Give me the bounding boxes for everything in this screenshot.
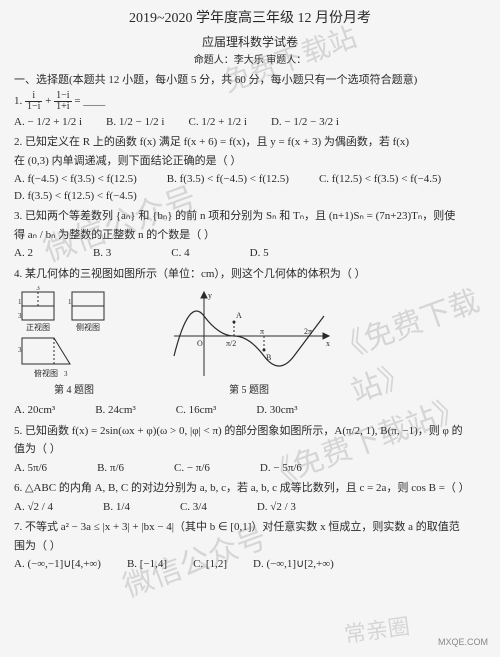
q3-line2: 得 aₙ / bₙ 为整数的正整数 n 的个数是（ ） (14, 227, 486, 244)
svg-text:x: x (326, 339, 330, 348)
three-view-diagram: 正视图 侧视图 俯视图 1 3 3 1 3 3 (14, 286, 134, 381)
svg-text:π/2: π/2 (226, 339, 236, 348)
author-line: 命题人：李大乐 审题人： (14, 53, 486, 68)
q2-options: A. f(−4.5) < f(3.5) < f(12.5) B. f(3.5) … (14, 171, 486, 204)
q3-line1: 3. 已知两个等差数列 {aₙ} 和 {bₙ} 的前 n 项和分别为 Sₙ 和 … (14, 208, 486, 225)
sine-graph: O y x A B π/2 π 2π (164, 286, 334, 381)
opt-a: A. − 1/2 + 1/2 i (14, 114, 82, 131)
opt-b: B. 3 (93, 245, 111, 262)
exam-subtitle: 应届理科数学试卷 (14, 33, 486, 51)
opt-d: D. 30cm³ (256, 402, 297, 419)
svg-text:2π: 2π (304, 327, 312, 336)
q1-num: 1. (14, 95, 25, 107)
opt-a: A. f(−4.5) < f(3.5) < f(12.5) (14, 171, 137, 188)
front-view-label: 正视图 (26, 322, 50, 332)
fig5-block: O y x A B π/2 π 2π 第 5 题图 (164, 286, 334, 398)
opt-a: A. 20cm³ (14, 402, 55, 419)
opt-b: B. π/6 (97, 460, 124, 477)
opt-a: A. (−∞,−1]∪[4,+∞) (14, 556, 101, 573)
opt-a: A. √2 / 4 (14, 499, 53, 516)
frac-icon: i1−i (25, 91, 42, 112)
opt-c: C. 4 (171, 245, 189, 262)
q1-stem: 1. i1−i + 1−i1+i = ____ (14, 91, 486, 112)
q5-options: A. 5π/6 B. π/6 C. − π/6 D. − 5π/6 (14, 460, 486, 477)
exam-title: 2019~2020 学年度高三年级 12 月份月考 (14, 8, 486, 29)
svg-text:A: A (236, 311, 242, 320)
opt-b: B. 1/2 − 1/2 i (106, 114, 164, 131)
opt-c: C. − π/6 (174, 460, 210, 477)
site-logo: MXQE.COM (438, 636, 488, 650)
opt-c: C. 3/4 (180, 499, 207, 516)
opt-c: C. 1/2 + 1/2 i (189, 114, 247, 131)
q4-stem: 4. 某几何体的三视图如图所示（单位：cm），则这个几何体的体积为（ ） (14, 266, 486, 283)
q2-line2: 在 (0,3) 内单调递减，则下面结论正确的是（ ） (14, 153, 486, 170)
opt-b: B. [−1,4] (127, 556, 167, 573)
origin-label: O (197, 339, 203, 348)
section-head: 一、选择题(本题共 12 小题，每小题 5 分，共 60 分，每小题只有一个选项… (14, 72, 486, 89)
q7-line1: 7. 不等式 a² − 3a ≤ |x + 3| + |bx − 4|（其中 b… (14, 519, 486, 536)
svg-text:1: 1 (18, 298, 22, 306)
q7-line2: 围为（ ） (14, 538, 486, 555)
fig4-block: 正视图 侧视图 俯视图 1 3 3 1 3 3 第 4 题图 (14, 286, 134, 398)
opt-d: D. 5 (250, 245, 269, 262)
top-view-label: 俯视图 (34, 368, 58, 378)
svg-text:3: 3 (18, 312, 22, 320)
svg-text:1: 1 (68, 298, 72, 306)
q3-options: A. 2 B. 3 C. 4 D. 5 (14, 245, 486, 262)
fig4-caption: 第 4 题图 (54, 383, 94, 398)
opt-d: D. − 5π/6 (260, 460, 302, 477)
q4-options: A. 20cm³ B. 24cm³ C. 16cm³ D. 30cm³ (14, 402, 486, 419)
opt-d: D. f(3.5) < f(12.5) < f(−4.5) (14, 188, 137, 205)
opt-c: C. 16cm³ (176, 402, 217, 419)
svg-text:B: B (266, 353, 271, 362)
svg-text:3: 3 (18, 346, 22, 354)
opt-b: B. f(3.5) < f(−4.5) < f(12.5) (167, 171, 289, 188)
q7-options: A. (−∞,−1]∪[4,+∞) B. [−1,4] C. [1,2] D. … (14, 556, 486, 573)
watermark: 常亲圈 (342, 610, 412, 652)
q2-line1: 2. 已知定义在 R 上的函数 f(x) 满足 f(x + 6) = f(x)，… (14, 134, 486, 151)
opt-c: C. f(12.5) < f(3.5) < f(−4.5) (319, 171, 441, 188)
svg-text:3: 3 (36, 286, 40, 292)
frac-icon: 1−i1+i (54, 91, 71, 112)
q6-line1: 6. △ABC 的内角 A, B, C 的对边分别为 a, b, c，若 a, … (14, 480, 486, 497)
figure-row: 正视图 侧视图 俯视图 1 3 3 1 3 3 第 4 题图 (14, 286, 486, 398)
q1-blank: = ____ (74, 95, 105, 107)
opt-d: D. (−∞,1]∪[2,+∞) (253, 556, 334, 573)
opt-d: D. √2 / 3 (257, 499, 296, 516)
svg-text:y: y (208, 291, 212, 300)
svg-text:π: π (260, 327, 264, 336)
opt-d: D. − 1/2 − 3/2 i (271, 114, 339, 131)
opt-b: B. 1/4 (103, 499, 130, 516)
svg-text:3: 3 (64, 370, 68, 378)
opt-b: B. 24cm³ (95, 402, 136, 419)
q6-options: A. √2 / 4 B. 1/4 C. 3/4 D. √2 / 3 (14, 499, 486, 516)
opt-c: C. [1,2] (193, 556, 227, 573)
q1-options: A. − 1/2 + 1/2 i B. 1/2 − 1/2 i C. 1/2 +… (14, 114, 486, 131)
opt-a: A. 2 (14, 245, 33, 262)
side-view-label: 侧视图 (76, 322, 100, 332)
fig5-caption: 第 5 题图 (229, 383, 269, 398)
q5-line1: 5. 已知函数 f(x) = 2sin(ωx + φ)(ω > 0, |φ| <… (14, 423, 486, 440)
opt-a: A. 5π/6 (14, 460, 47, 477)
q5-line2: 值为（ ） (14, 441, 486, 458)
